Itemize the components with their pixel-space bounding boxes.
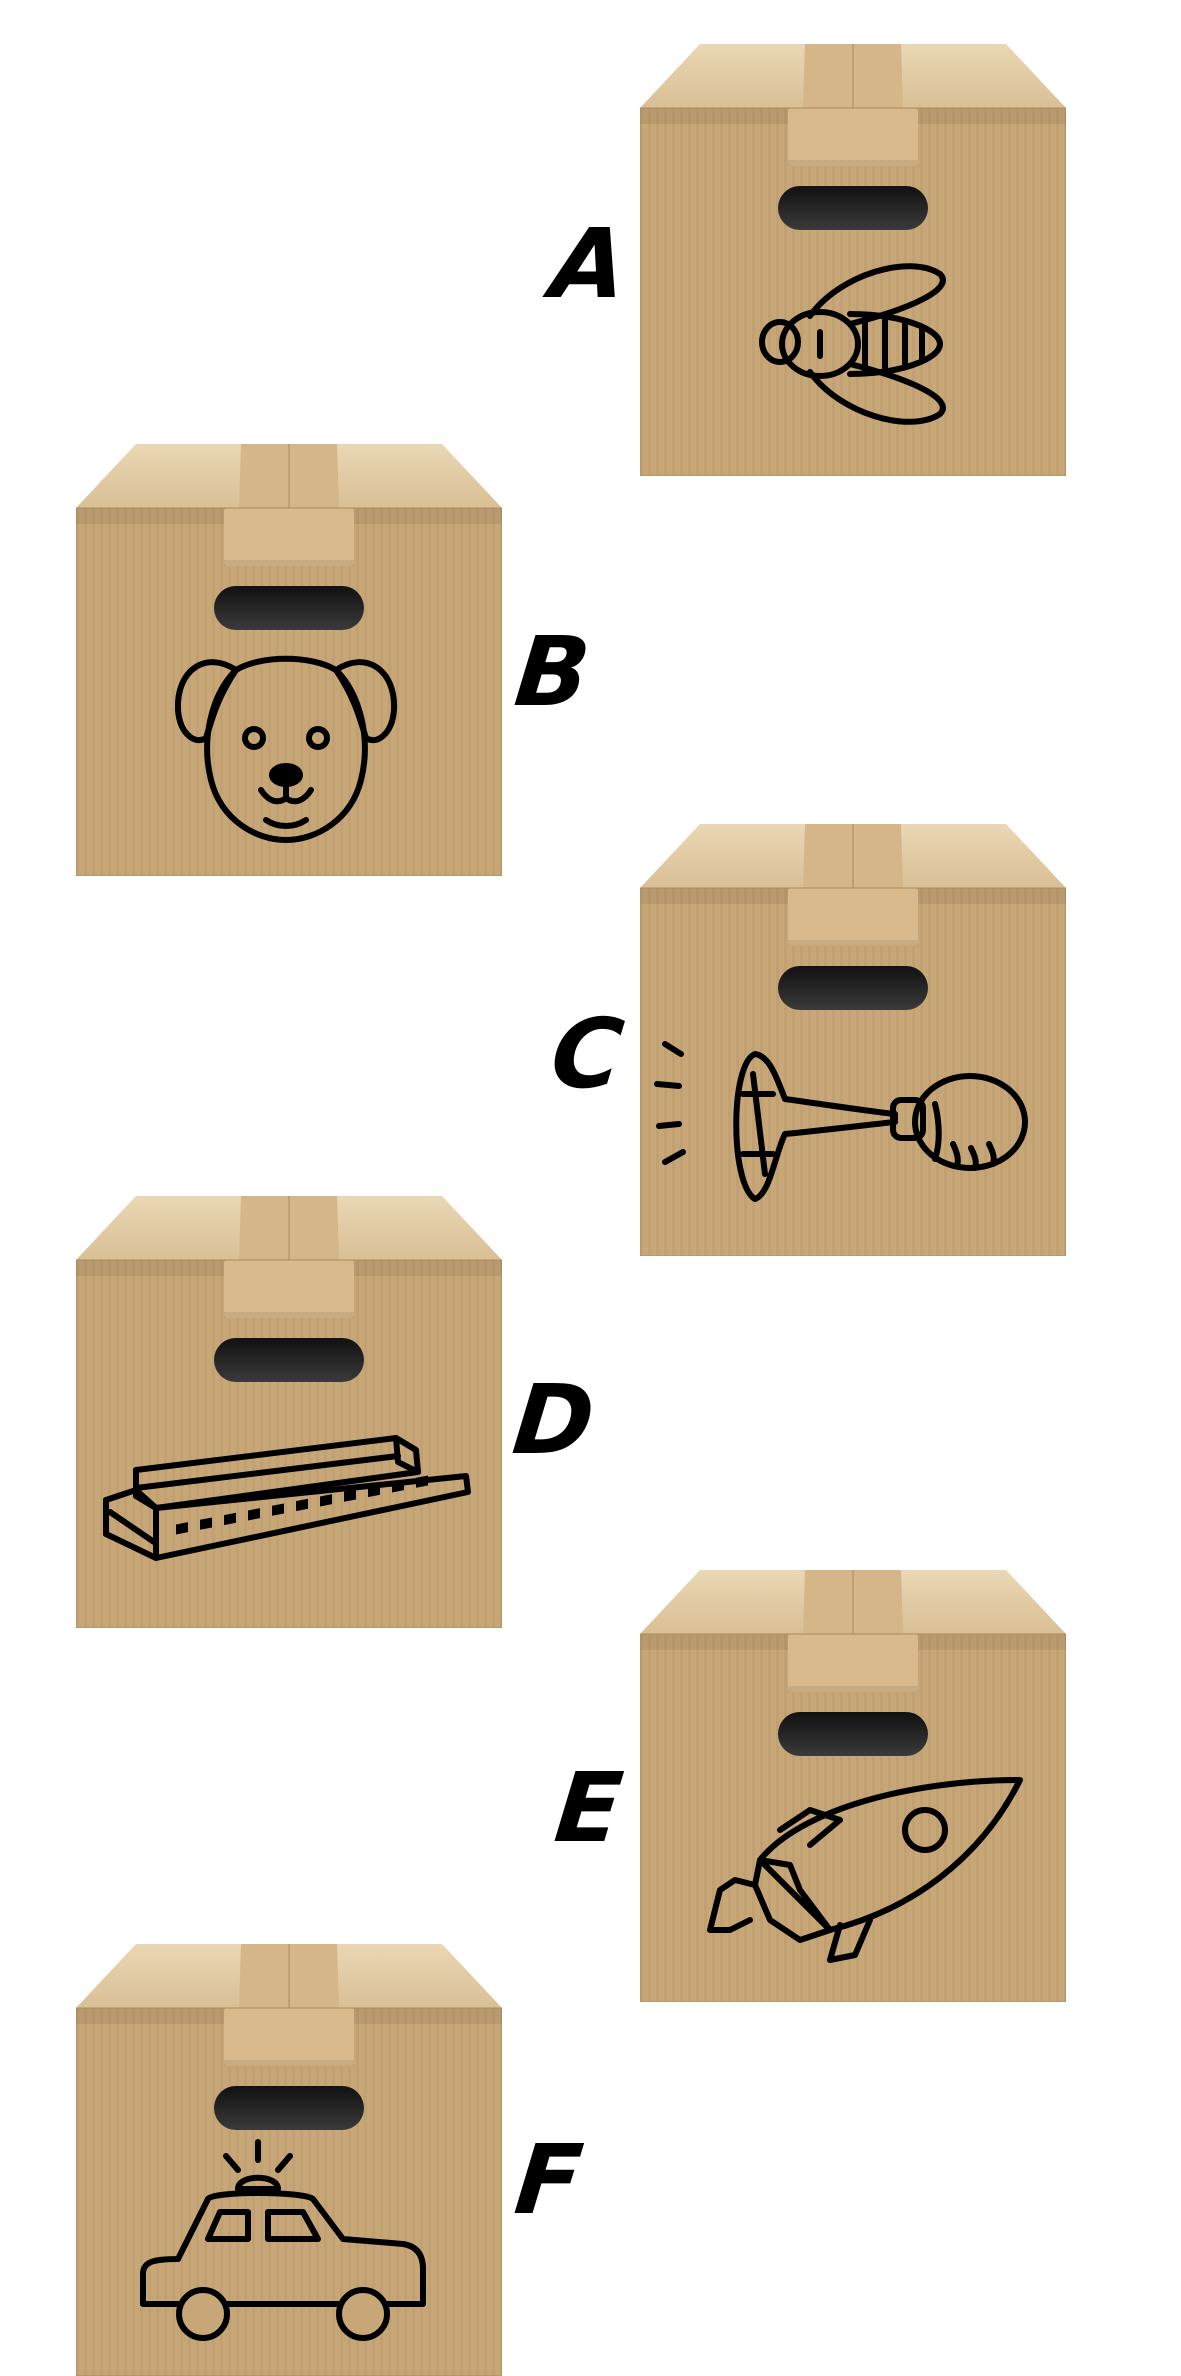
fly-icon <box>759 263 946 425</box>
box-letter-b: B <box>510 616 596 728</box>
box-e <box>640 1570 1066 2002</box>
box-letter-f: F <box>510 2124 588 2236</box>
box-b <box>76 444 502 876</box>
box-d <box>76 1196 502 1628</box>
dog-icon <box>174 655 398 843</box>
box-letter-a: A <box>546 208 633 320</box>
harmonica-icon <box>103 1435 471 1561</box>
box-letter-d: D <box>508 1364 600 1476</box>
horn-icon <box>654 1041 1028 1202</box>
box-a <box>640 44 1066 476</box>
rocket-icon <box>707 1777 1023 1963</box>
police-car-icon <box>140 2139 426 2341</box>
box-f <box>76 1944 502 2376</box>
box-letter-c: C <box>546 998 629 1110</box>
box-c <box>640 824 1066 1256</box>
box-letter-e: E <box>550 1752 628 1864</box>
